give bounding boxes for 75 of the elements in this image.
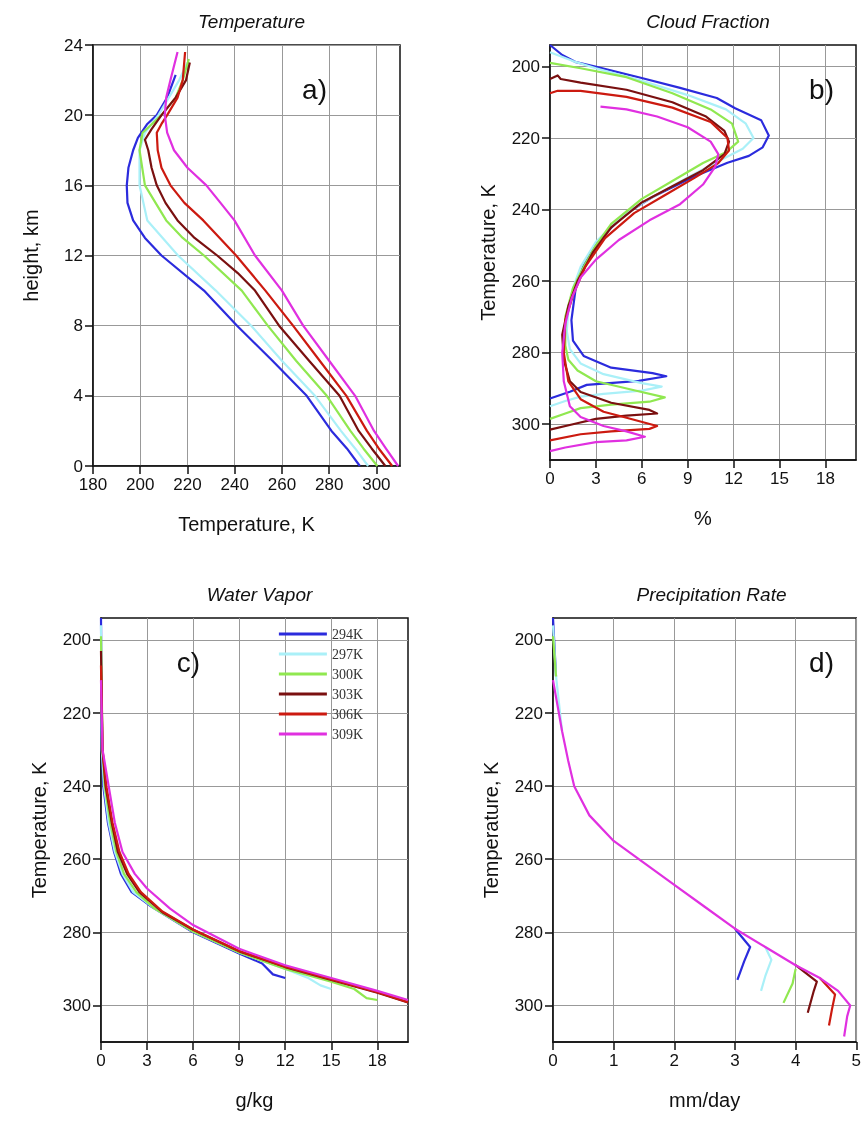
y-axis-title: height, km: [20, 209, 42, 302]
x-tick-label: 0: [545, 469, 555, 488]
chart-title: Cloud Fraction: [646, 11, 770, 32]
x-tick-label: 12: [724, 469, 744, 488]
y-tick-label: 260: [62, 849, 91, 869]
x-tick-label: 4: [790, 1051, 801, 1070]
x-tick-label: 200: [126, 475, 155, 494]
x-tick-label: 3: [142, 1051, 152, 1070]
legend-label: 300K: [331, 666, 364, 682]
x-tick-label: 220: [173, 475, 202, 494]
x-tick-label: 180: [78, 475, 108, 494]
y-tick-label: 16: [64, 175, 83, 195]
x-tick-label: 0: [96, 1051, 106, 1070]
y-axis-title: Temperature, K: [480, 760, 502, 899]
annotation: a): [302, 73, 328, 105]
y-tick-label: 240: [511, 200, 540, 220]
x-axis-title: %: [694, 507, 713, 529]
x-tick-label: 6: [637, 469, 647, 488]
x-tick-label: 260: [267, 475, 297, 494]
y-tick-label: 4: [73, 386, 83, 406]
y-tick-label: 240: [62, 776, 91, 796]
annotation: b): [809, 73, 835, 105]
x-tick-label: 240: [220, 475, 249, 494]
y-tick-label: 8: [73, 316, 83, 336]
x-tick-label: 18: [367, 1051, 387, 1070]
x-tick-label: 2: [669, 1051, 680, 1070]
y-tick-label: 24: [64, 35, 83, 55]
legend-label: 297K: [331, 646, 364, 662]
y-axis-title: Temperature, K: [477, 183, 499, 321]
y-tick-label: 300: [514, 995, 543, 1015]
x-tick-label: 3: [730, 1051, 740, 1070]
y-tick-label: 200: [514, 630, 543, 650]
y-tick-label: 300: [62, 995, 91, 1015]
x-tick-label: 15: [321, 1051, 341, 1070]
chart-title: Temperature: [197, 11, 306, 32]
y-tick-label: 240: [514, 776, 543, 796]
y-axis-title: Temperature, K: [28, 760, 50, 899]
line-series: [551, 679, 852, 1038]
x-tick-label: 5: [851, 1051, 862, 1070]
y-tick-label: 220: [511, 128, 540, 148]
legend-label: 309K: [331, 726, 364, 742]
x-tick-label: 1: [608, 1051, 619, 1070]
x-tick-label: 9: [682, 469, 693, 488]
x-tick-label: 15: [770, 469, 789, 488]
x-tick-label: 300: [362, 475, 391, 494]
y-tick-label: 12: [64, 246, 83, 265]
x-axis-title: mm/day: [669, 1089, 741, 1111]
chart-title: Precipitation Rate: [636, 584, 787, 605]
x-axis-title: Temperature, K: [178, 513, 316, 535]
x-tick-label: 9: [234, 1051, 244, 1070]
legend-label: 306K: [331, 706, 364, 722]
y-tick-label: 280: [514, 922, 543, 942]
annotation: c): [176, 646, 200, 678]
y-tick-label: 260: [514, 849, 543, 869]
y-tick-label: 200: [511, 56, 540, 76]
y-tick-label: 220: [62, 703, 91, 723]
chart-title: Water Vapor: [206, 584, 313, 605]
y-tick-label: 280: [511, 343, 540, 363]
annotation: d): [809, 646, 835, 678]
legend-label: 303K: [331, 686, 364, 702]
y-tick-label: 200: [62, 630, 91, 650]
x-axis-title: g/kg: [235, 1089, 274, 1111]
y-tick-label: 220: [514, 703, 543, 723]
y-tick-label: 260: [511, 271, 540, 291]
x-tick-label: 0: [548, 1051, 558, 1070]
legend-label: 294K: [331, 626, 364, 642]
y-tick-label: 280: [62, 922, 91, 942]
x-tick-label: 3: [591, 469, 601, 488]
x-tick-label: 280: [314, 475, 344, 494]
x-tick-label: 18: [815, 469, 835, 488]
x-tick-label: 6: [188, 1051, 198, 1070]
y-tick-label: 20: [64, 105, 83, 125]
x-tick-label: 12: [275, 1051, 295, 1070]
y-tick-label: 300: [511, 414, 540, 434]
line-series: [794, 964, 818, 1014]
